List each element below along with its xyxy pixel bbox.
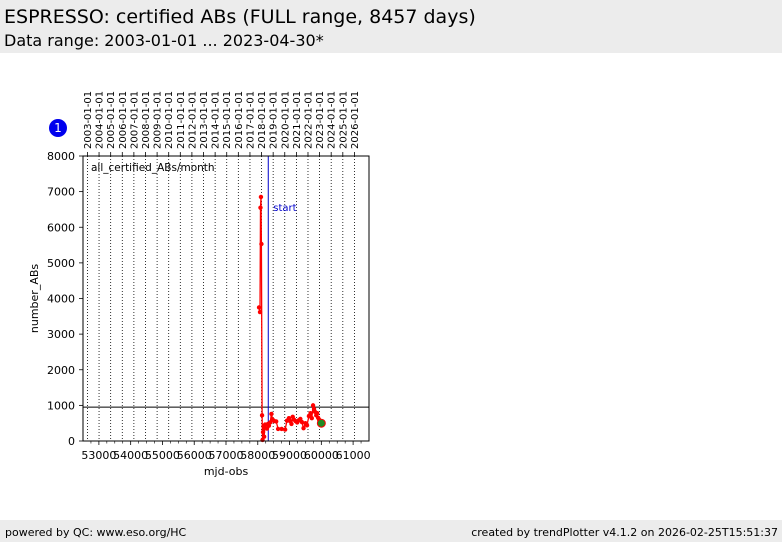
x-tick-label: 57000	[209, 449, 244, 462]
year-tick-label: 2026-01-01	[350, 91, 361, 149]
page-subtitle: Data range: 2003-01-01 ... 2023-04-30*	[4, 31, 324, 50]
year-tick-label: 2016-01-01	[234, 91, 245, 149]
number-badge	[49, 119, 67, 137]
y-tick-label: 0	[68, 435, 75, 448]
data-point	[259, 413, 265, 418]
series-label: all_certified_ABs/month	[91, 162, 215, 174]
y-tick-label: 8000	[47, 150, 75, 163]
data-point	[256, 305, 262, 310]
footer-version: created by trendPlotter v4.1.2 on 2026-0…	[471, 526, 778, 539]
data-point	[261, 434, 267, 439]
year-tick-label: 2019-01-01	[269, 91, 280, 149]
x-tick-label: 53000	[81, 449, 116, 462]
y-tick-label: 7000	[47, 186, 75, 199]
data-point	[275, 426, 281, 432]
page-title: ESPRESSO: certified ABs (FULL range, 845…	[4, 6, 476, 28]
year-tick-label: 2005-01-01	[106, 91, 117, 149]
year-tick-label: 2021-01-01	[292, 91, 303, 149]
year-tick-label: 2010-01-01	[164, 91, 175, 149]
year-tick-label: 2003-01-01	[83, 91, 94, 149]
year-tick-label: 2015-01-01	[222, 91, 233, 149]
year-tick-label: 2012-01-01	[187, 91, 198, 149]
footer-credit: powered by QC: www.eso.org/HC	[5, 526, 187, 539]
number-badge-label: 1	[54, 121, 62, 135]
y-tick-label: 2000	[47, 364, 75, 377]
data-point	[301, 425, 306, 431]
start-label: start	[273, 203, 296, 214]
data-point	[315, 411, 320, 416]
y-tick-label: 6000	[47, 221, 75, 234]
year-tick-label: 2008-01-01	[141, 91, 152, 149]
data-point	[274, 419, 279, 424]
year-tick-label: 2017-01-01	[245, 91, 256, 149]
year-tick-label: 2023-01-01	[315, 91, 326, 149]
year-tick-label: 2022-01-01	[303, 91, 314, 149]
plot-frame	[82, 155, 370, 442]
y-axis-label: number_ABs	[28, 264, 41, 334]
data-point	[260, 429, 266, 435]
x-axis-label: mjd-obs	[204, 465, 249, 478]
data-point	[308, 411, 313, 416]
year-tick-label: 2011-01-01	[176, 91, 187, 149]
x-tick-label: 60000	[304, 449, 339, 462]
data-point	[309, 416, 314, 421]
data-point	[267, 420, 273, 425]
year-tick-label: 2020-01-01	[280, 91, 291, 149]
footer-bar: powered by QC: www.eso.org/HC created by…	[0, 520, 782, 542]
year-tick-label: 2004-01-01	[95, 91, 106, 149]
x-tick-label: 59000	[272, 449, 307, 462]
y-tick-label: 1000	[47, 399, 75, 412]
header-bar: ESPRESSO: certified ABs (FULL range, 845…	[0, 0, 782, 53]
year-tick-label: 2018-01-01	[257, 91, 268, 149]
data-point	[299, 419, 305, 425]
last-data-point	[316, 418, 326, 428]
data-point	[310, 403, 316, 408]
y-tick-label: 3000	[47, 328, 75, 341]
x-tick-label: 58000	[240, 449, 275, 462]
data-point	[279, 426, 284, 432]
data-point	[259, 241, 264, 247]
x-tick-label: 55000	[145, 449, 180, 462]
year-tick-label: 2013-01-01	[199, 91, 210, 149]
y-tick-label: 4000	[47, 293, 75, 306]
data-point	[258, 205, 263, 210]
year-tick-label: 2006-01-01	[118, 91, 129, 149]
year-tick-label: 2014-01-01	[211, 91, 222, 149]
y-tick-label: 5000	[47, 257, 75, 270]
year-tick-label: 2025-01-01	[338, 91, 349, 149]
x-tick-label: 56000	[177, 449, 212, 462]
data-point	[304, 423, 310, 428]
year-tick-label: 2007-01-01	[129, 91, 140, 149]
x-tick-label: 61000	[336, 449, 371, 462]
data-point	[258, 194, 264, 200]
data-point	[282, 427, 288, 432]
data-point	[257, 309, 263, 315]
x-tick-label: 54000	[113, 449, 148, 462]
data-point	[269, 411, 274, 417]
data-point	[289, 421, 294, 427]
year-tick-label: 2024-01-01	[327, 91, 338, 149]
year-tick-label: 2009-01-01	[153, 91, 164, 149]
